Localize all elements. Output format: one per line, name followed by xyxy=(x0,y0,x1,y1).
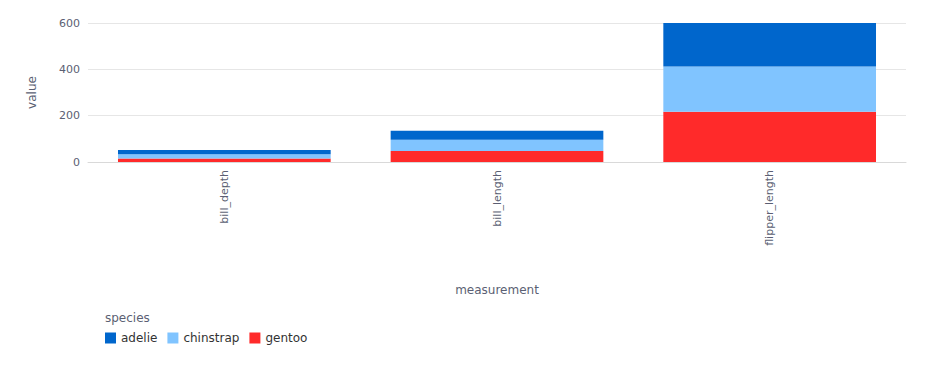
svg-text:bill_depth: bill_depth xyxy=(218,170,231,224)
svg-text:chinstrap: chinstrap xyxy=(183,331,239,345)
svg-text:measurement: measurement xyxy=(455,283,539,297)
svg-text:flipper_length: flipper_length xyxy=(763,170,776,246)
svg-text:200: 200 xyxy=(59,109,80,122)
svg-text:bill_length: bill_length xyxy=(491,170,504,227)
svg-text:value: value xyxy=(25,76,39,109)
svg-text:400: 400 xyxy=(59,63,80,76)
svg-text:adelie: adelie xyxy=(121,331,157,345)
svg-text:species: species xyxy=(105,311,150,325)
svg-text:gentoo: gentoo xyxy=(265,331,307,345)
svg-text:0: 0 xyxy=(73,156,80,169)
svg-text:600: 600 xyxy=(59,17,80,30)
